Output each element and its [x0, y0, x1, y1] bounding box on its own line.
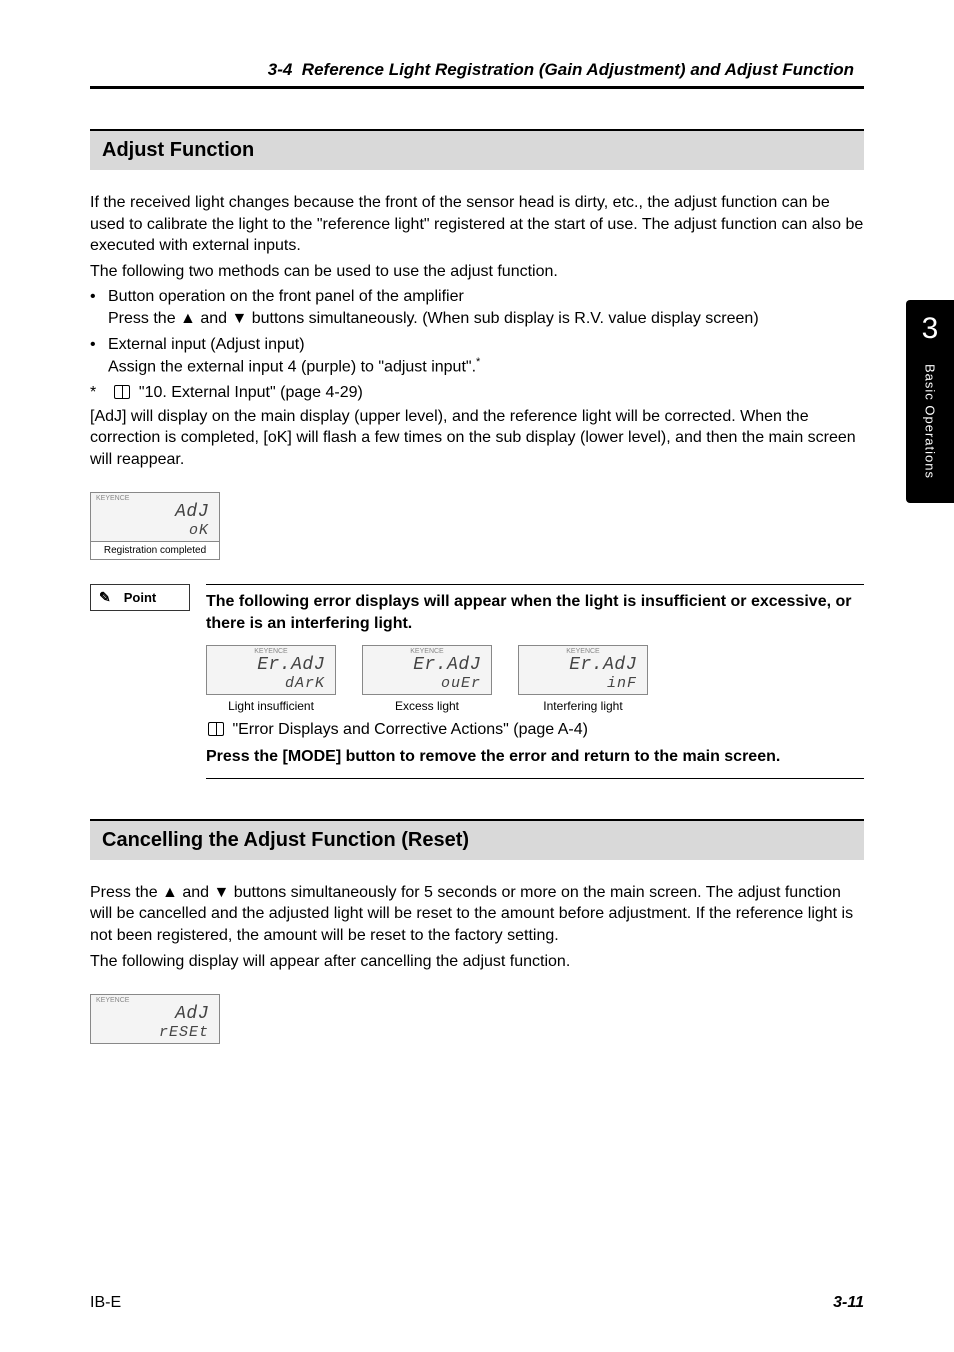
error-ref-text: "Error Displays and Corrective Actions" … — [232, 721, 588, 738]
footnote-ref-line: * "10. External Input" (page 4-29) — [90, 382, 864, 404]
err0-label: Light insufficient — [206, 699, 336, 713]
reset-line2: rESEt — [91, 1024, 219, 1043]
section-heading-adjust-function: Adjust Function — [90, 129, 864, 170]
cancel-para1: Press the ▲ and ▼ buttons simultaneously… — [90, 882, 864, 947]
chapter-label: Basic Operations — [923, 354, 938, 484]
point-badge: Point — [90, 584, 190, 611]
bullet2-title: External input (Adjust input) — [108, 336, 305, 353]
error-ref-line: "Error Displays and Corrective Actions" … — [206, 719, 864, 741]
bullet2-desc: Assign the external input 4 (purple) to … — [108, 358, 476, 375]
brand-label: KEYENCE — [91, 493, 219, 502]
press-mode-bold: Press the [MODE] button to remove the er… — [206, 748, 780, 765]
footnote-asterisk: * — [90, 382, 108, 404]
header-section-number: 3-4 — [268, 60, 293, 79]
chapter-tab: 3 Basic Operations — [906, 300, 954, 503]
display-box-reset: KEYENCE AdJ rESEt — [90, 994, 220, 1044]
registration-display-wrap: KEYENCE AdJ oK Registration completed — [90, 492, 220, 560]
brand-label: KEYENCE — [363, 646, 491, 655]
footer-left: IB-E — [90, 1294, 121, 1312]
err1-line1: Er.AdJ — [363, 655, 491, 675]
footnote-ref-text: "10. External Input" (page 4-29) — [139, 384, 363, 401]
err1-line2: ouEr — [363, 675, 491, 694]
error-col-2: KEYENCE Er.AdJ inF Interfering light — [518, 645, 648, 713]
book-icon — [208, 722, 224, 736]
bullet2-desc-row: Assign the external input 4 (purple) to … — [108, 355, 864, 378]
bullet1-desc: Press the ▲ and ▼ buttons simultaneously… — [108, 308, 864, 330]
footnote-marker: * — [476, 356, 480, 368]
point-heading: The following error displays will appear… — [206, 591, 864, 634]
header-title-text: Reference Light Registration (Gain Adjus… — [302, 60, 854, 79]
running-header: 3-4 Reference Light Registration (Gain A… — [90, 60, 864, 80]
err2-label: Interfering light — [518, 699, 648, 713]
header-rule — [90, 86, 864, 89]
display-box-err0: KEYENCE Er.AdJ dArK — [206, 645, 336, 695]
disp-line1: AdJ — [91, 502, 219, 522]
err1-label: Excess light — [362, 699, 492, 713]
point-content: The following error displays will appear… — [206, 584, 864, 778]
methods-intro: The following two methods can be used to… — [90, 261, 864, 283]
cancel-para2: The following display will appear after … — [90, 951, 864, 973]
chapter-number: 3 — [906, 312, 954, 346]
error-col-0: KEYENCE Er.AdJ dArK Light insufficient — [206, 645, 336, 713]
err0-line1: Er.AdJ — [207, 655, 335, 675]
bullet-item-2: External input (Adjust input) Assign the… — [108, 334, 864, 379]
bullet1-title: Button operation on the front panel of t… — [108, 288, 464, 305]
error-displays-row: KEYENCE Er.AdJ dArK Light insufficient K… — [206, 645, 864, 713]
book-icon — [114, 385, 130, 399]
press-mode-text: Press the [MODE] button to remove the er… — [206, 746, 864, 768]
page: 3-4 Reference Light Registration (Gain A… — [0, 0, 954, 1352]
brand-label: KEYENCE — [207, 646, 335, 655]
reset-line1: AdJ — [91, 1004, 219, 1024]
brand-label: KEYENCE — [519, 646, 647, 655]
section-heading-cancel: Cancelling the Adjust Function (Reset) — [90, 819, 864, 860]
page-footer: IB-E 3-11 — [90, 1294, 864, 1312]
brand-label: KEYENCE — [91, 995, 219, 1004]
footer-right: 3-11 — [833, 1294, 864, 1312]
method-list: Button operation on the front panel of t… — [90, 286, 864, 378]
err0-line2: dArK — [207, 675, 335, 694]
disp-line2: oK — [91, 522, 219, 541]
point-callout: Point The following error displays will … — [90, 584, 864, 778]
display-box-err1: KEYENCE Er.AdJ ouEr — [362, 645, 492, 695]
error-col-1: KEYENCE Er.AdJ ouEr Excess light — [362, 645, 492, 713]
registration-caption: Registration completed — [90, 542, 220, 560]
display-box-err2: KEYENCE Er.AdJ inF — [518, 645, 648, 695]
display-box-registration: KEYENCE AdJ oK — [90, 492, 220, 542]
bullet-item-1: Button operation on the front panel of t… — [108, 286, 864, 329]
err2-line1: Er.AdJ — [519, 655, 647, 675]
intro-paragraph: If the received light changes because th… — [90, 192, 864, 257]
err2-line2: inF — [519, 675, 647, 694]
adj-paragraph: [AdJ] will display on the main display (… — [90, 406, 864, 471]
